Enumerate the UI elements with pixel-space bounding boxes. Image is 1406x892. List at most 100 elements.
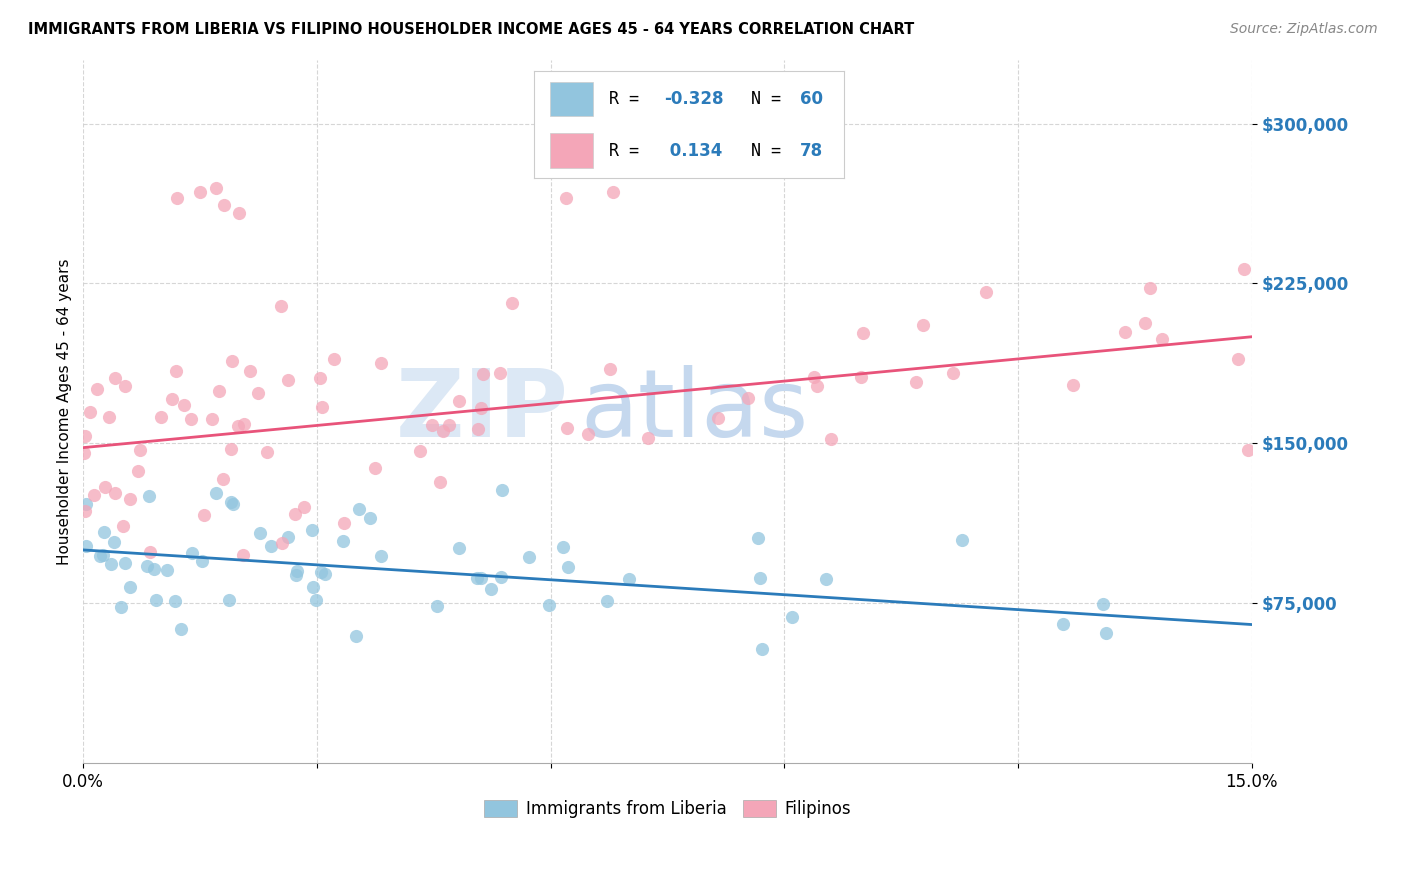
Point (491, 483, 513, 497)
Point (974, 285, 997, 299)
Point (849, 369, 872, 384)
Point (1091, 597, 1114, 611)
Point (142, 561, 165, 575)
Point (942, 366, 965, 380)
Point (292, 500, 315, 514)
Point (432, 425, 454, 439)
Point (212, 472, 235, 486)
Point (212, 197, 235, 211)
Point (470, 401, 492, 415)
Point (481, 582, 503, 596)
Point (86, 382, 108, 396)
Point (165, 594, 187, 608)
Text: ZIP: ZIP (395, 366, 568, 458)
Point (127, 464, 149, 478)
Point (104, 371, 127, 385)
Point (201, 412, 224, 426)
Point (239, 364, 262, 378)
Point (232, 548, 254, 562)
Point (751, 641, 773, 656)
Point (449, 541, 471, 555)
Point (344, 629, 367, 643)
Point (136, 558, 159, 573)
Text: -0.328: -0.328 (664, 90, 724, 108)
Point (89, 549, 111, 563)
Legend: Immigrants from Liberia, Filipinos: Immigrants from Liberia, Filipinos (477, 794, 858, 825)
Point (73, 429, 96, 443)
Point (780, 610, 803, 624)
Point (128, 443, 150, 458)
Point (100, 557, 122, 571)
Point (169, 623, 191, 637)
Point (555, 191, 578, 205)
Point (301, 523, 323, 537)
Point (219, 442, 242, 456)
Point (93, 480, 115, 494)
Point (1052, 616, 1074, 631)
Point (347, 501, 370, 516)
Point (1139, 281, 1161, 295)
Point (79, 405, 101, 419)
Point (422, 417, 444, 432)
Point (332, 534, 354, 549)
Point (256, 444, 278, 458)
Point (602, 185, 624, 199)
Point (1114, 325, 1136, 339)
Point (467, 571, 489, 585)
Point (820, 432, 842, 446)
Text: R =: R = (609, 142, 638, 160)
Text: 60: 60 (800, 90, 824, 108)
Point (555, 421, 578, 435)
Text: 78: 78 (800, 142, 824, 160)
Point (270, 299, 292, 313)
Point (285, 564, 308, 578)
Point (749, 571, 772, 585)
Point (1226, 351, 1249, 366)
Point (537, 599, 560, 613)
Point (73, 504, 96, 518)
Text: N =: N = (751, 142, 780, 160)
Point (1062, 378, 1084, 392)
Point (83, 488, 105, 502)
Point (226, 419, 249, 434)
Point (302, 580, 325, 594)
Point (426, 599, 449, 613)
Point (1095, 625, 1118, 640)
Point (304, 593, 326, 607)
Point (160, 392, 183, 407)
Point (139, 545, 162, 559)
Point (578, 426, 600, 441)
Point (617, 572, 640, 586)
Point (950, 533, 973, 548)
Point (222, 497, 245, 511)
Point (181, 546, 204, 560)
Text: R =: R = (609, 90, 638, 108)
Point (551, 540, 574, 554)
Point (149, 410, 172, 425)
Point (311, 400, 333, 414)
Point (138, 490, 160, 504)
Point (104, 486, 127, 500)
Y-axis label: Householder Income Ages 45 - 64 years: Householder Income Ages 45 - 64 years (58, 258, 72, 565)
Point (118, 492, 141, 507)
Point (218, 592, 240, 607)
Point (98, 409, 121, 424)
Point (1232, 262, 1254, 277)
Point (737, 391, 759, 405)
Point (364, 461, 387, 475)
Point (449, 394, 471, 409)
Point (467, 422, 489, 436)
Point (557, 559, 579, 574)
Point (145, 593, 167, 607)
Point (173, 398, 195, 412)
Point (472, 368, 495, 382)
FancyBboxPatch shape (550, 82, 593, 116)
Point (219, 495, 242, 509)
Point (806, 378, 828, 392)
Point (232, 417, 254, 431)
Point (118, 580, 141, 594)
Point (166, 191, 188, 205)
Point (323, 352, 346, 367)
Point (190, 554, 212, 568)
Point (333, 516, 356, 531)
